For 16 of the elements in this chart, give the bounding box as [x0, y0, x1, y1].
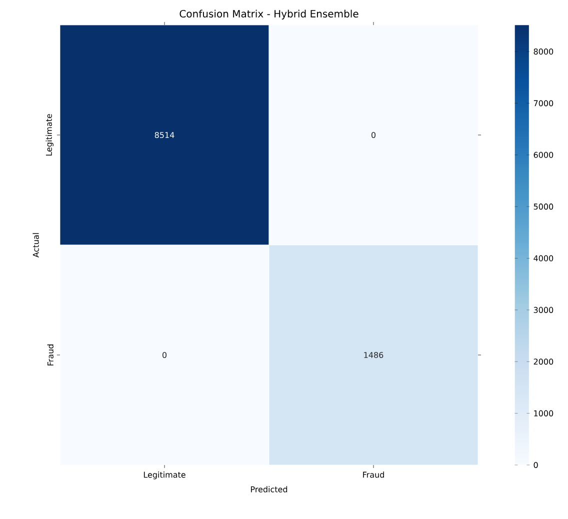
color-bar-label: 5000: [534, 204, 554, 210]
data-label: 0: [371, 132, 376, 138]
data-label: 1486: [364, 352, 384, 358]
color-bar-label: 0: [534, 462, 538, 468]
color-bar-label: 2000: [534, 358, 554, 365]
color-bar-label: 1000: [534, 410, 554, 416]
color-bar-label: 3000: [534, 306, 554, 313]
color-bar-label: 8000: [534, 48, 554, 55]
color-bar-label: 6000: [534, 152, 554, 158]
y-axis-title: Actual: [32, 233, 39, 258]
x-axis-title: Predicted: [251, 486, 288, 492]
data-label: 8514: [154, 132, 174, 138]
color-bar-label: 4000: [534, 255, 554, 262]
data-label: 0: [162, 352, 167, 358]
chart-title: Confusion Matrix - Hybrid Ensemble: [180, 10, 358, 20]
color-bar-label: 7000: [534, 100, 554, 106]
